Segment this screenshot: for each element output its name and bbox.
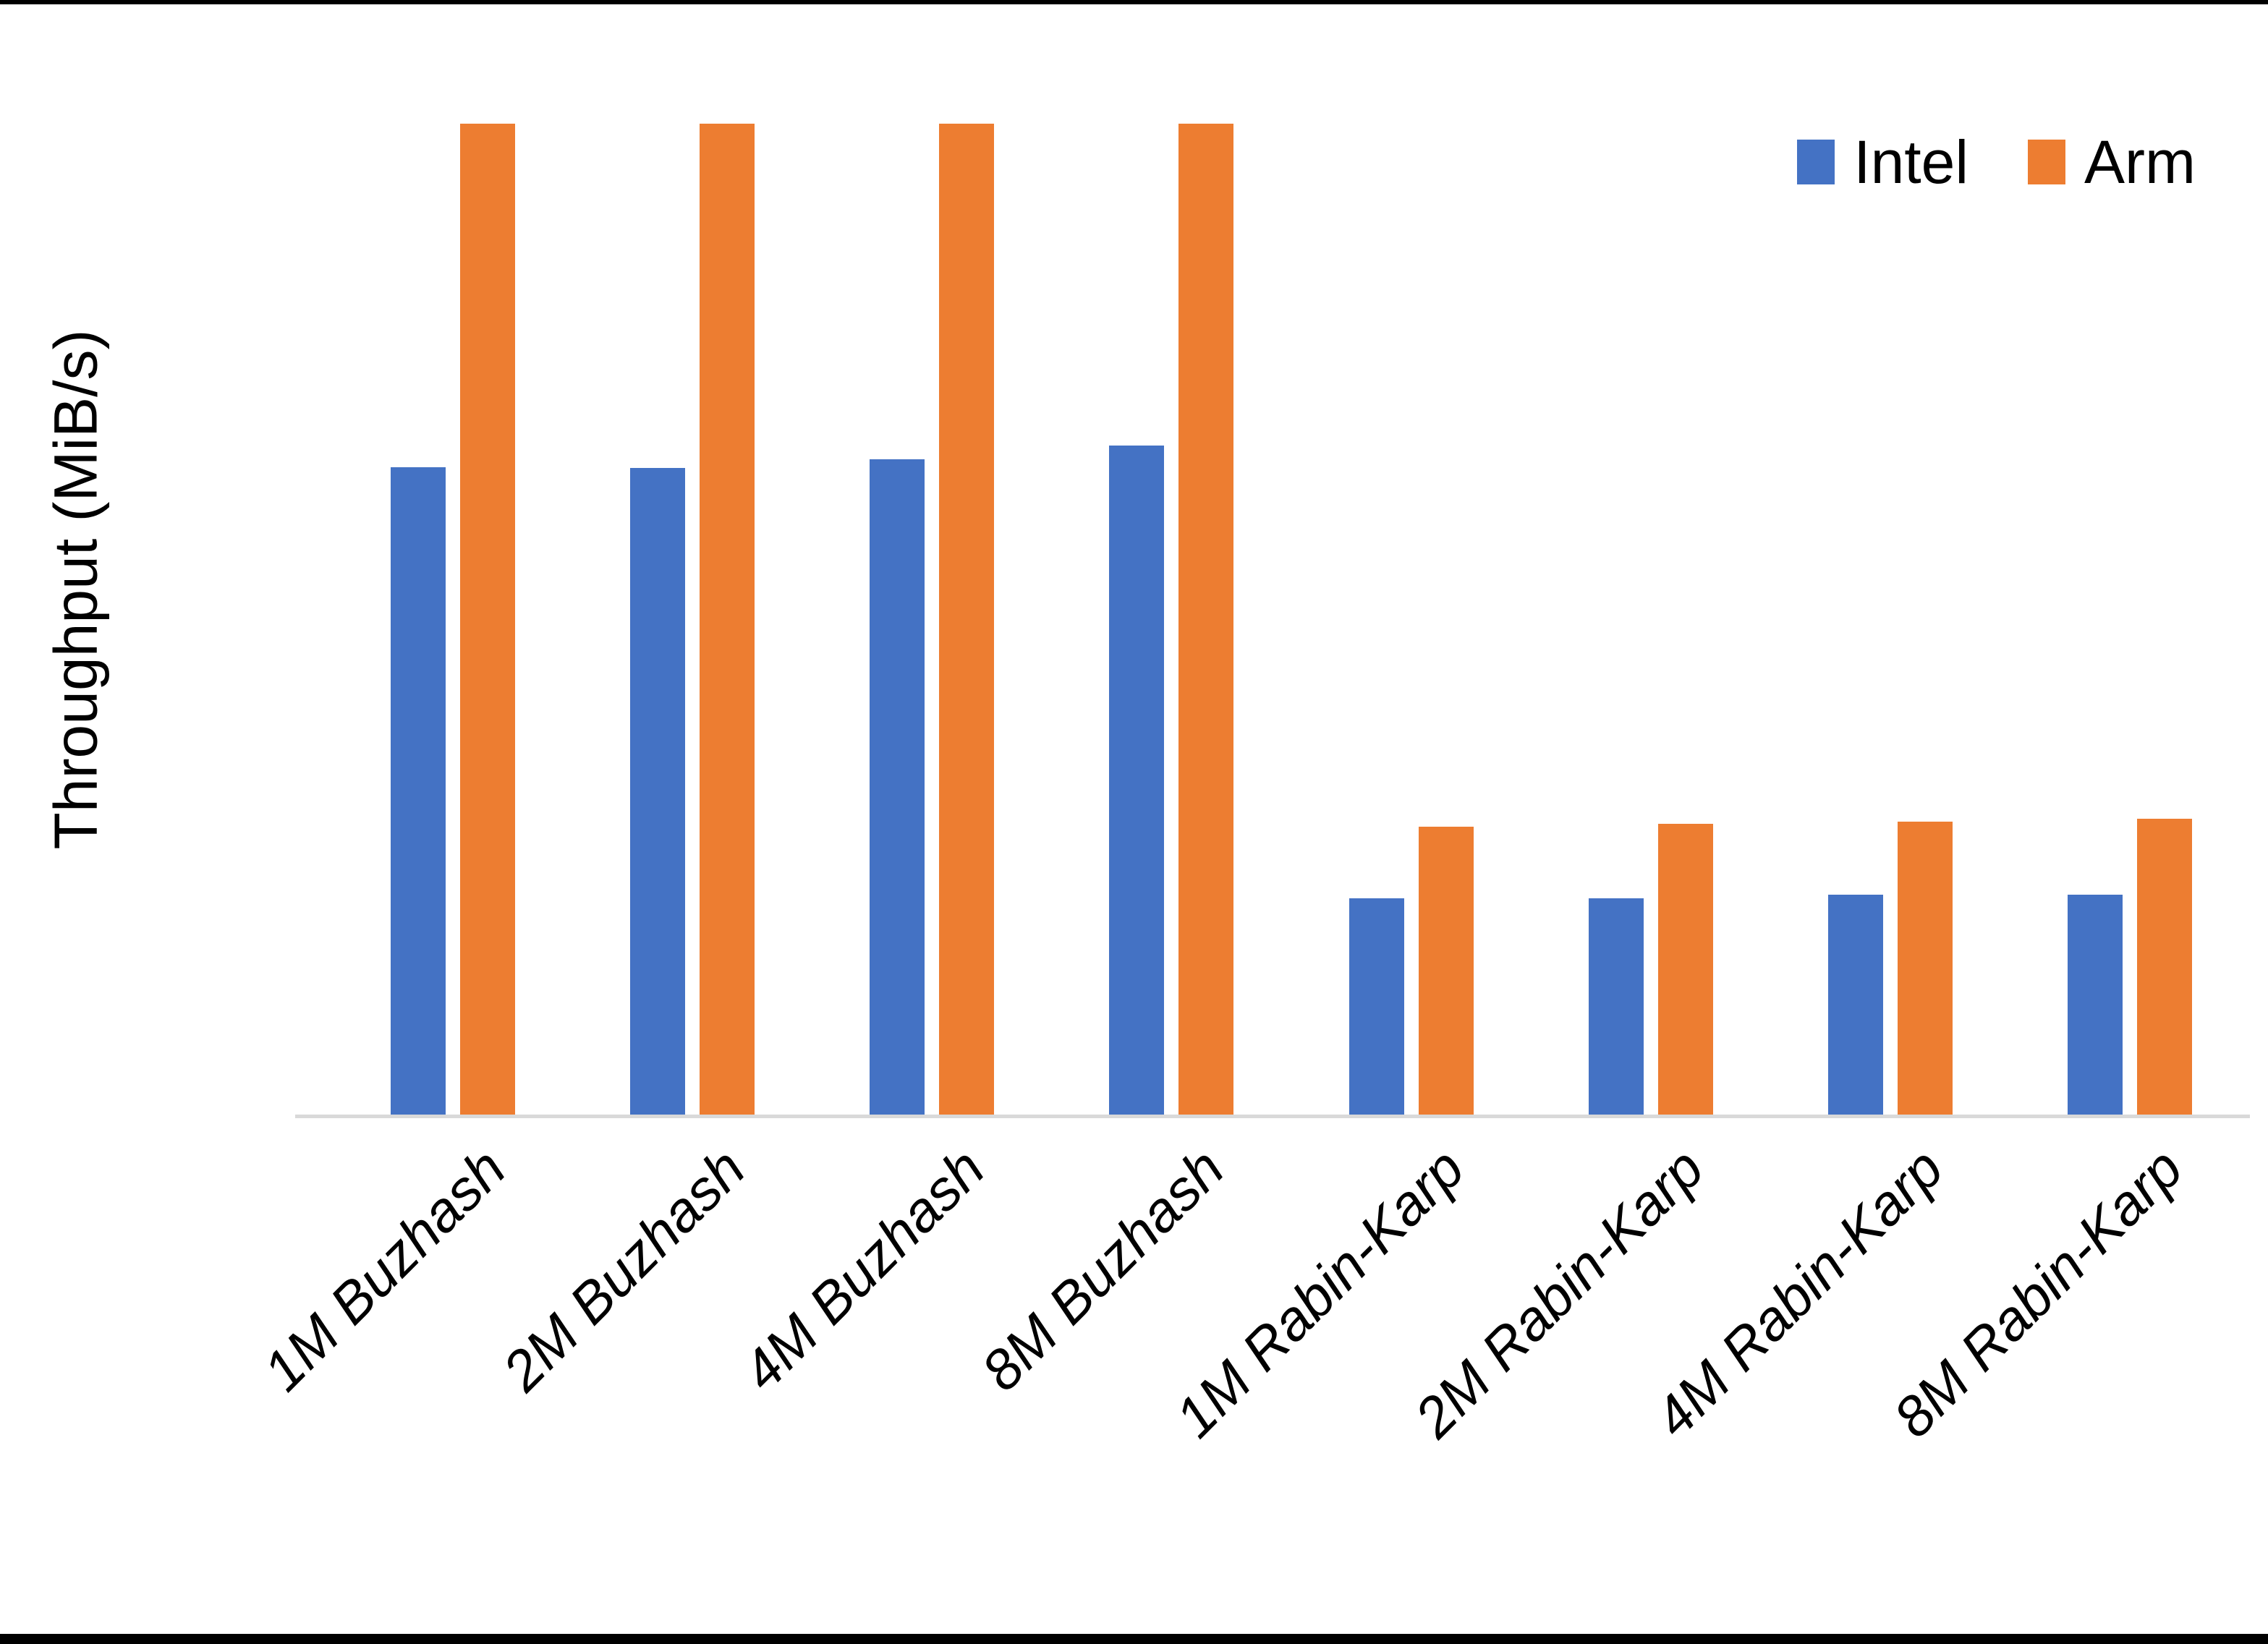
bar-intel-3 (870, 459, 925, 1115)
x-axis-category-labels: 1M Buzhash 2M Buzhash 4M Buzhash 8M Buzhash… (250, 1125, 2250, 1574)
legend-swatch-intel (1797, 140, 1835, 184)
legend-swatch-arm (2028, 140, 2066, 184)
bar-intel-8 (2068, 894, 2123, 1115)
bar-arm-5 (1418, 826, 1474, 1115)
bar-group-8 (2010, 58, 2250, 1115)
bar-group-6 (1531, 58, 1770, 1115)
page-top-border (0, 0, 2268, 4)
page-bottom-border (0, 1634, 2268, 1644)
bar-group-5 (1291, 58, 1531, 1115)
y-axis-title: Throughput (MiB/s) (41, 329, 110, 850)
bar-intel-2 (629, 468, 685, 1115)
bar-intel-5 (1349, 898, 1404, 1115)
bar-group-2 (572, 58, 812, 1115)
bar-intel-4 (1109, 445, 1165, 1115)
bar-arm-3 (939, 124, 995, 1115)
bar-arm-7 (1898, 821, 1953, 1115)
legend-label: Intel (1853, 128, 1969, 196)
x-axis-label: 1M Buzhash (250, 1136, 518, 1403)
plot-area (333, 58, 2250, 1115)
bar-intel-7 (1828, 894, 1884, 1115)
bar-arm-2 (699, 124, 755, 1115)
bar-group-7 (1771, 58, 2010, 1115)
legend: Intel Arm (1797, 132, 2196, 192)
legend-item-intel: Intel (1797, 132, 1968, 192)
bar-arm-8 (2137, 818, 2193, 1115)
bar-arm-6 (1657, 824, 1713, 1115)
bar-arm-1 (459, 124, 515, 1115)
legend-item-arm: Arm (2028, 132, 2196, 192)
bar-intel-1 (390, 467, 446, 1115)
bar-intel-6 (1588, 898, 1644, 1115)
legend-label: Arm (2084, 128, 2196, 196)
x-label-cell-8: 8M Rabin-Karp (1882, 1125, 2250, 1574)
bar-group-3 (812, 58, 1052, 1115)
x-axis-line (295, 1115, 2250, 1118)
bar-group-4 (1052, 58, 1291, 1115)
bar-arm-4 (1178, 124, 1234, 1115)
bar-group-1 (333, 58, 572, 1115)
